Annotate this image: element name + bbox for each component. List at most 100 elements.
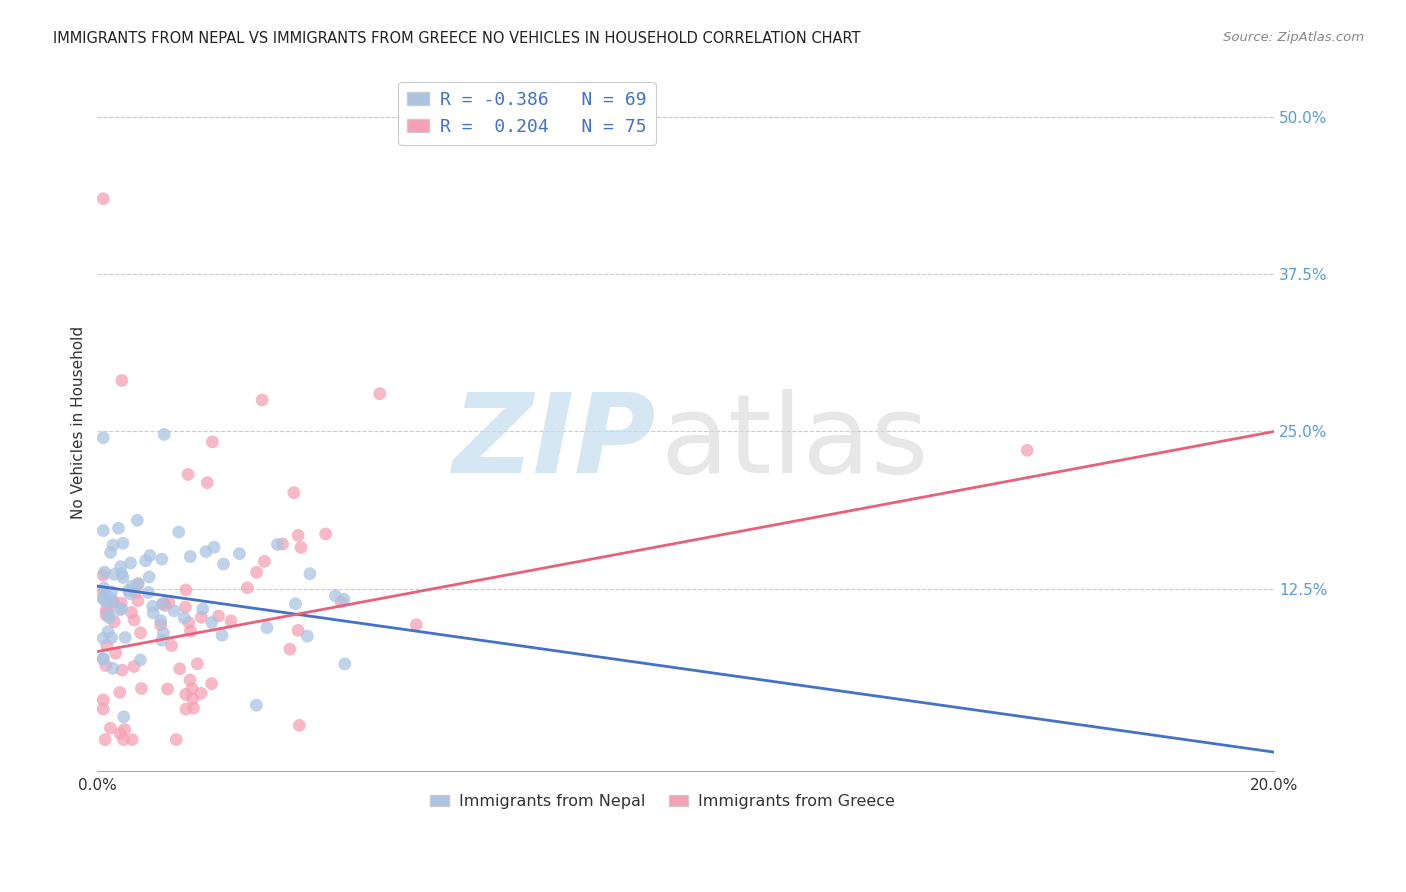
Point <box>287 528 309 542</box>
Point <box>91 590 114 604</box>
Point <box>284 597 307 611</box>
Point <box>195 475 218 490</box>
Point <box>228 547 250 561</box>
Point <box>163 604 186 618</box>
Point <box>91 702 114 716</box>
Point <box>153 427 176 442</box>
Point <box>333 592 356 607</box>
Point <box>101 538 124 552</box>
Point <box>157 596 180 610</box>
Point <box>219 614 242 628</box>
Point <box>129 625 152 640</box>
Point <box>114 723 136 737</box>
Point <box>174 687 197 701</box>
Point <box>181 681 204 696</box>
Point <box>201 615 224 630</box>
Point <box>177 467 200 482</box>
Point <box>108 726 131 740</box>
Point <box>325 589 347 603</box>
Point <box>91 632 114 646</box>
Point <box>190 686 212 700</box>
Point <box>333 657 356 671</box>
Point <box>91 431 114 445</box>
Point <box>101 594 124 608</box>
Point <box>211 628 233 642</box>
Point <box>278 642 301 657</box>
Point <box>142 606 165 620</box>
Text: IMMIGRANTS FROM NEPAL VS IMMIGRANTS FROM GREECE NO VEHICLES IN HOUSEHOLD CORRELA: IMMIGRANTS FROM NEPAL VS IMMIGRANTS FROM… <box>53 31 860 46</box>
Point <box>122 659 145 673</box>
Point <box>117 583 139 598</box>
Point <box>100 721 122 735</box>
Point <box>139 549 162 563</box>
Point <box>149 614 172 628</box>
Point <box>165 732 187 747</box>
Point <box>181 691 204 706</box>
Legend: Immigrants from Nepal, Immigrants from Greece: Immigrants from Nepal, Immigrants from G… <box>423 788 901 815</box>
Point <box>129 653 152 667</box>
Point <box>142 599 165 614</box>
Point <box>127 593 149 607</box>
Point <box>405 617 427 632</box>
Point <box>122 613 145 627</box>
Point <box>150 597 173 611</box>
Point <box>127 513 149 527</box>
Point <box>108 685 131 699</box>
Point <box>256 621 278 635</box>
Point <box>169 662 191 676</box>
Point <box>177 615 200 630</box>
Point <box>101 594 124 608</box>
Point <box>100 631 122 645</box>
Point <box>153 597 176 611</box>
Point <box>290 541 312 555</box>
Point <box>97 624 120 639</box>
Point <box>212 557 235 571</box>
Point <box>112 710 135 724</box>
Text: atlas: atlas <box>659 390 928 497</box>
Point <box>201 676 224 690</box>
Point <box>174 702 197 716</box>
Point <box>266 537 288 551</box>
Point <box>103 567 125 582</box>
Point <box>96 638 118 652</box>
Point <box>101 661 124 675</box>
Point <box>111 536 134 550</box>
Point <box>91 651 114 665</box>
Point <box>111 663 134 677</box>
Point <box>124 585 146 599</box>
Point <box>138 570 160 584</box>
Point <box>190 610 212 624</box>
Point <box>297 629 319 643</box>
Point <box>94 732 117 747</box>
Point <box>1017 443 1039 458</box>
Point <box>94 607 117 622</box>
Point <box>152 626 174 640</box>
Point <box>131 681 153 696</box>
Point <box>368 386 391 401</box>
Point <box>174 582 197 597</box>
Point <box>91 693 114 707</box>
Point <box>94 603 117 617</box>
Text: Source: ZipAtlas.com: Source: ZipAtlas.com <box>1223 31 1364 45</box>
Point <box>236 581 259 595</box>
Point <box>111 374 134 388</box>
Point <box>150 633 173 648</box>
Point <box>98 610 121 624</box>
Point <box>111 601 134 615</box>
Point <box>108 603 131 617</box>
Point <box>167 524 190 539</box>
Point <box>111 570 134 584</box>
Point <box>174 600 197 615</box>
Point <box>110 596 132 610</box>
Point <box>194 544 217 558</box>
Point <box>91 524 114 538</box>
Point <box>91 652 114 666</box>
Y-axis label: No Vehicles in Household: No Vehicles in Household <box>72 326 86 518</box>
Point <box>138 585 160 599</box>
Point <box>315 527 337 541</box>
Point <box>93 581 115 595</box>
Point <box>288 718 311 732</box>
Point <box>91 584 114 599</box>
Point <box>98 591 121 605</box>
Point <box>110 559 132 574</box>
